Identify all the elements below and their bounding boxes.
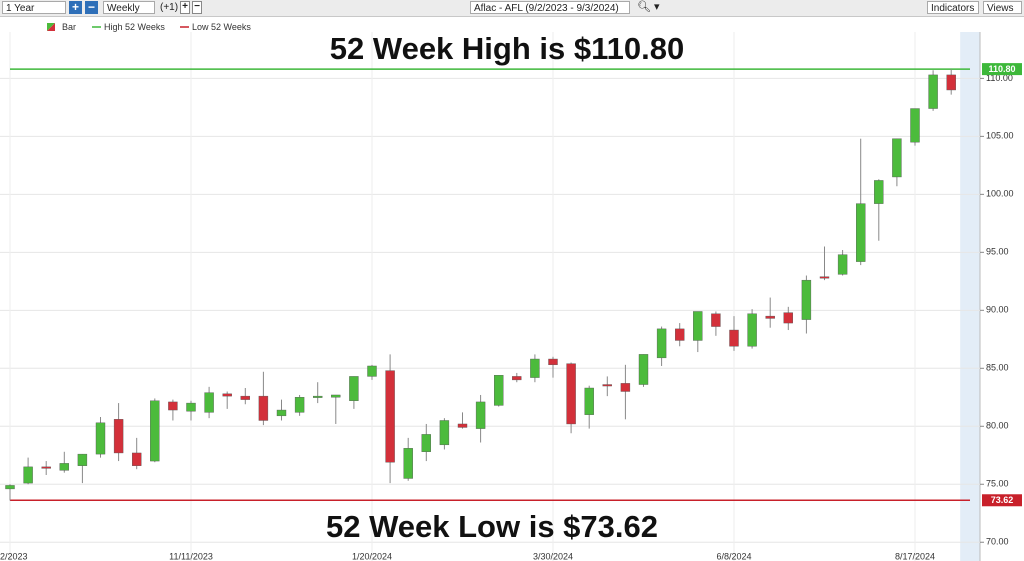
- current-period: [960, 32, 980, 561]
- views-button[interactable]: Views: [983, 1, 1022, 14]
- candle-body: [765, 315, 775, 319]
- candle-body: [186, 402, 196, 412]
- candle-body: [439, 420, 450, 446]
- candle-body: [494, 375, 504, 406]
- y-tick-label: 90.00: [986, 305, 1009, 315]
- candle-body: [837, 254, 848, 275]
- candle-body: [313, 395, 323, 398]
- candle-body: [729, 329, 739, 347]
- candle-body: [638, 354, 649, 385]
- offset: (+1): [160, 2, 179, 13]
- candle-body: [131, 452, 142, 466]
- candle-body: [276, 409, 287, 417]
- candle-body: [874, 180, 884, 204]
- x-tick-label: 11/11/2023: [169, 551, 213, 561]
- candle-body: [77, 453, 88, 466]
- candle-body: [675, 328, 685, 341]
- candle-body: [421, 434, 431, 452]
- interval-select[interactable]: Weekly: [103, 1, 155, 14]
- candle-body: [5, 485, 15, 490]
- candle-body: [150, 400, 160, 462]
- candle-body: [222, 393, 232, 397]
- candle-body: [602, 384, 612, 387]
- candle-body: [168, 401, 178, 411]
- x-tick-label: 9/2/2023: [0, 551, 28, 561]
- indicators-button[interactable]: Indicators: [927, 1, 979, 14]
- candle-body: [59, 463, 69, 471]
- candle-body: [946, 74, 956, 91]
- candle-body: [620, 383, 631, 392]
- legend-icon: [47, 23, 55, 31]
- y-tick-label: 85.00: [986, 363, 1009, 373]
- y-tick-label: 80.00: [986, 421, 1009, 431]
- candle-body: [457, 423, 468, 428]
- candle-body: [385, 370, 395, 463]
- candle-body: [892, 138, 902, 178]
- candle-body: [204, 392, 214, 413]
- candle-body: [856, 203, 866, 262]
- candle-body: [693, 311, 703, 341]
- legend: Bar High 52 Weeks Low 52 Weeks: [47, 22, 251, 32]
- x-tick-label: 6/8/2024: [716, 551, 751, 561]
- candle-body: [95, 422, 106, 455]
- annotation: 52 Week High is $110.80: [330, 31, 684, 66]
- y-tick-label: 75.00: [986, 479, 1009, 489]
- candle-body: [819, 276, 830, 279]
- price-tag-label: 73.62: [991, 495, 1014, 505]
- y-tick-label: 100.00: [986, 189, 1014, 199]
- candle-body: [512, 376, 522, 381]
- candle-body: [240, 395, 251, 400]
- y-tick-label: 70.00: [986, 537, 1009, 547]
- search-icon[interactable]: 🔍︎ ▾: [637, 1, 660, 13]
- candle-body: [367, 365, 377, 377]
- y-tick-label: 110.00: [986, 73, 1013, 83]
- symbol-input[interactable]: Aflac - AFL (9/2/2023 - 9/3/2024): [470, 1, 630, 14]
- candle-body: [783, 312, 793, 324]
- annotation: 52 Week Low is $73.62: [326, 509, 658, 544]
- candle-body: [403, 448, 413, 479]
- candle-body: [331, 394, 341, 398]
- toolbar: 1 Year + − Weekly (+1) + − Aflac - AFL (…: [0, 0, 1024, 17]
- candle-body: [910, 108, 920, 143]
- legend-label: Bar: [62, 22, 76, 32]
- add[interactable]: +: [180, 1, 190, 14]
- candle-body: [475, 401, 486, 429]
- candle-body: [747, 313, 757, 347]
- plot-area: [0, 32, 980, 561]
- candle-body: [530, 358, 540, 378]
- candle-body: [294, 397, 305, 413]
- candle-body: [656, 328, 667, 359]
- candle-body: [711, 313, 721, 327]
- legend-label: High 52 Weeks: [104, 22, 165, 32]
- candle-body: [584, 387, 594, 415]
- y-tick-label: 105.00: [986, 131, 1014, 141]
- candle-body: [349, 376, 359, 401]
- range-select[interactable]: 1 Year: [2, 1, 66, 14]
- x-tick-label: 3/30/2024: [533, 551, 573, 561]
- remove[interactable]: −: [192, 1, 202, 14]
- price-tag-label: 110.80: [988, 64, 1015, 74]
- candle-body: [23, 466, 33, 484]
- chart: 70.00 75.00 80.00 85.00 90.00 95.00 100.00 105.…: [0, 22, 1022, 561]
- candle-body: [41, 466, 51, 469]
- candle-body: [113, 419, 124, 454]
- price-tag: [982, 63, 1022, 76]
- candle-body: [566, 363, 576, 425]
- x-tick-label: 8/17/2024: [895, 551, 935, 561]
- candle-body: [928, 74, 938, 109]
- x-tick-label: 1/20/2024: [352, 551, 392, 561]
- price-tag: [982, 494, 1022, 507]
- legend-label: Low 52 Weeks: [192, 22, 251, 32]
- candle-body: [801, 279, 812, 320]
- candle-body: [258, 395, 269, 421]
- candle-body: [548, 358, 558, 366]
- y-tick-label: 95.00: [986, 247, 1009, 257]
- zoom-out[interactable]: −: [85, 1, 98, 14]
- zoom-in[interactable]: +: [69, 1, 82, 14]
